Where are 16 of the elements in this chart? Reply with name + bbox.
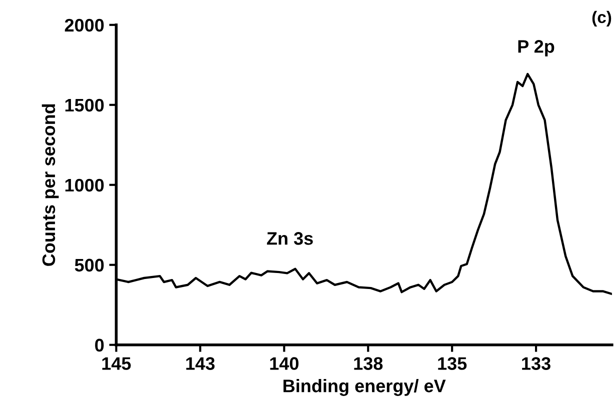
x-tick-label: 135 — [438, 357, 467, 370]
y-tick-label: 1000 — [65, 178, 104, 192]
x-tick-label: 140 — [270, 357, 298, 370]
y-tick-label: 500 — [74, 258, 104, 272]
annotation: P 2p — [518, 40, 554, 56]
x-tick-label: 143 — [186, 357, 215, 370]
x-tick-label: 133 — [522, 357, 550, 370]
x-tick-label: 145 — [102, 357, 131, 370]
x-axis-title: Binding energy/ eV — [284, 379, 446, 396]
y-tick-label: 2000 — [64, 18, 104, 32]
annotation: (c) — [592, 10, 612, 26]
y-axis-title: Counts per second — [42, 104, 59, 266]
x-tick-label: 138 — [354, 357, 383, 370]
y-tick-label: 1500 — [65, 98, 104, 112]
annotation: Zn 3s — [266, 232, 313, 245]
y-tick-label: 0 — [95, 338, 104, 352]
